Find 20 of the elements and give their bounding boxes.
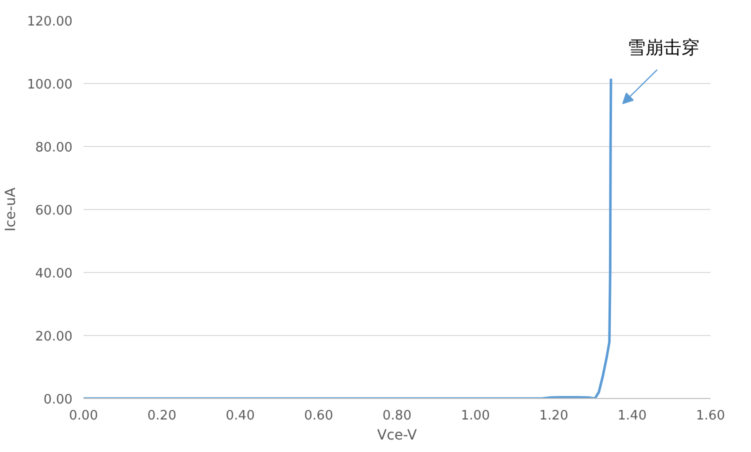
y-tick-label: 20.00: [35, 330, 72, 344]
y-tick-label: 80.00: [35, 140, 72, 156]
x-tick-label: 1.40: [618, 408, 647, 424]
x-tick-label: 0.00: [69, 408, 98, 424]
line-series: [84, 78, 612, 398]
y-tick-label: 0.00: [44, 392, 73, 408]
y-tick-label: 40.00: [35, 266, 72, 282]
x-tick-label: 1.20: [539, 408, 568, 424]
y-tick-label: 60.00: [35, 204, 72, 218]
y-tick-label: 100.00: [27, 78, 73, 92]
y-tick-label: 120.00: [27, 14, 73, 30]
x-tick-label: 0.60: [304, 408, 334, 424]
annotation: 雪崩击穿: [627, 37, 700, 58]
x-tick-label: 1.00: [460, 408, 490, 424]
y-axis-title: Ice-uA: [3, 187, 20, 232]
x-tick-label: 1.60: [696, 408, 725, 424]
x-axis-title: Vce-V: [377, 428, 418, 444]
x-tick-label: 0.20: [147, 408, 176, 424]
x-tick-label: 0.40: [226, 408, 255, 424]
x-tick-label: 0.80: [382, 408, 412, 424]
